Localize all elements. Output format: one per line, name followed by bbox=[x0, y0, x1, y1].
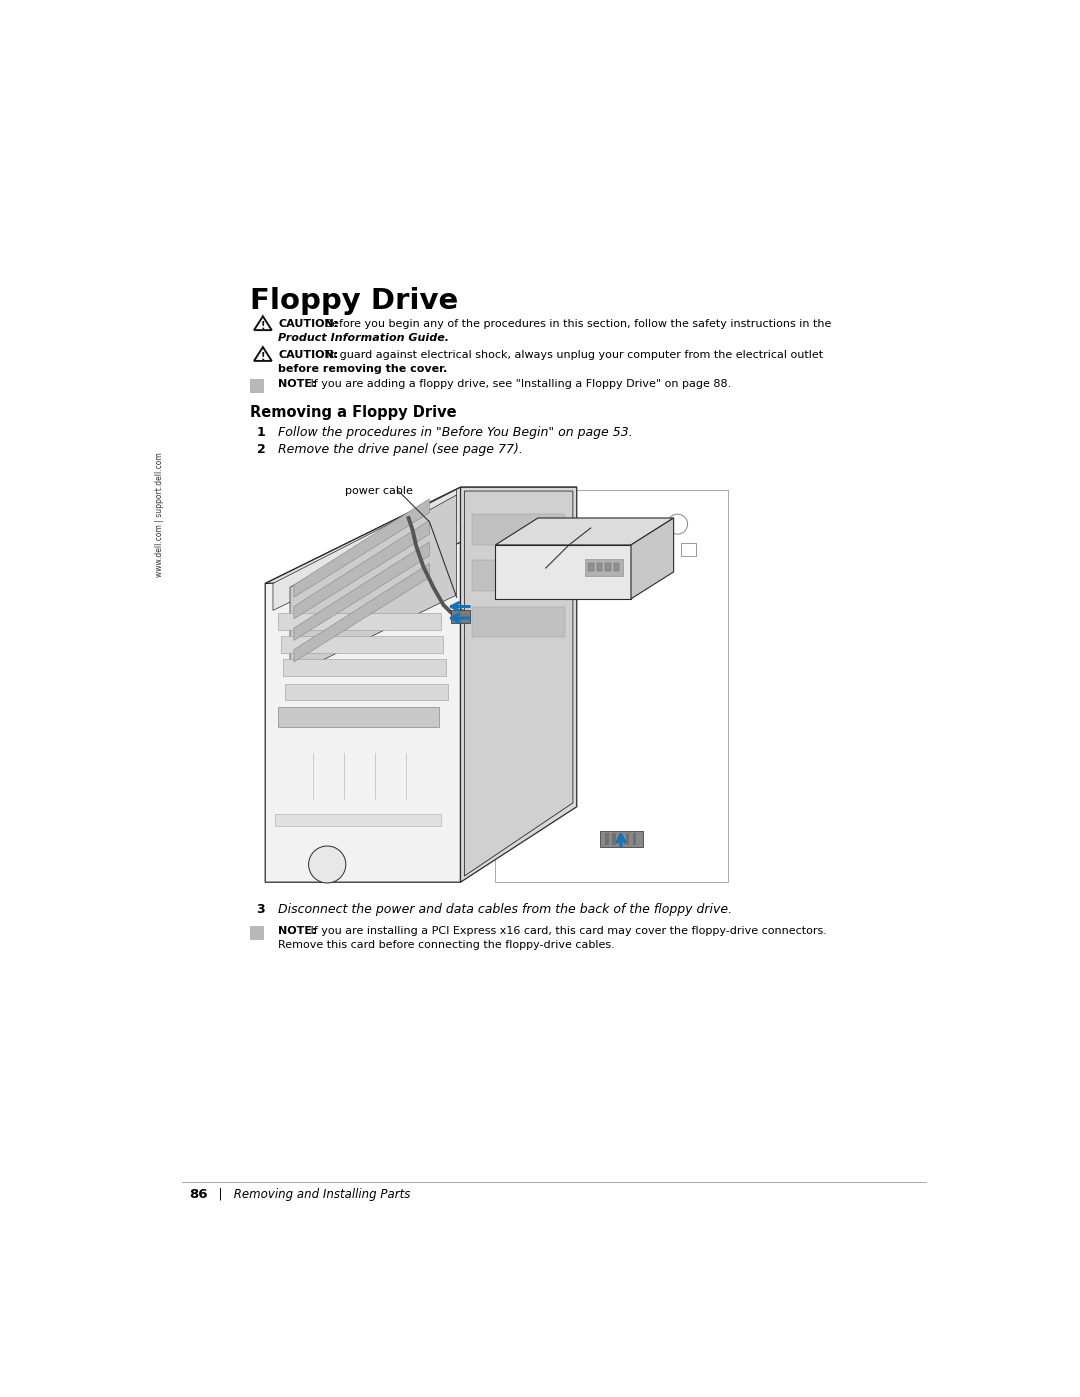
FancyBboxPatch shape bbox=[249, 926, 264, 940]
Text: If you are adding a floppy drive, see "Installing a Floppy Drive" on page 88.: If you are adding a floppy drive, see "I… bbox=[307, 380, 731, 390]
Polygon shape bbox=[266, 488, 460, 882]
Polygon shape bbox=[631, 518, 674, 599]
Polygon shape bbox=[496, 545, 631, 599]
Text: Product Information Guide.: Product Information Guide. bbox=[279, 334, 449, 344]
Text: Remove the drive panel (see page 77).: Remove the drive panel (see page 77). bbox=[279, 443, 523, 457]
Polygon shape bbox=[291, 495, 457, 676]
Polygon shape bbox=[589, 563, 594, 571]
Polygon shape bbox=[584, 559, 623, 576]
Polygon shape bbox=[472, 514, 565, 545]
Text: !: ! bbox=[260, 352, 265, 362]
Text: power cable: power cable bbox=[346, 486, 413, 496]
Text: CAUTION:: CAUTION: bbox=[279, 351, 339, 360]
Polygon shape bbox=[294, 542, 430, 640]
Polygon shape bbox=[283, 659, 446, 676]
Text: To guard against electrical shock, always unplug your computer from the electric: To guard against electrical shock, alway… bbox=[321, 351, 823, 360]
Text: data cable: data cable bbox=[592, 527, 651, 538]
Text: CAUTION:: CAUTION: bbox=[279, 320, 339, 330]
Polygon shape bbox=[472, 606, 565, 637]
Text: Removing a Floppy Drive: Removing a Floppy Drive bbox=[249, 405, 457, 420]
Polygon shape bbox=[273, 489, 457, 610]
Polygon shape bbox=[294, 563, 430, 662]
Polygon shape bbox=[600, 831, 643, 847]
Polygon shape bbox=[625, 833, 630, 845]
Text: |   Removing and Installing Parts: | Removing and Installing Parts bbox=[211, 1187, 410, 1201]
Polygon shape bbox=[597, 563, 603, 571]
Text: 86: 86 bbox=[189, 1187, 207, 1201]
Polygon shape bbox=[294, 520, 430, 619]
Polygon shape bbox=[451, 610, 470, 623]
Polygon shape bbox=[619, 833, 622, 845]
Polygon shape bbox=[464, 490, 572, 876]
FancyBboxPatch shape bbox=[249, 380, 264, 393]
Polygon shape bbox=[633, 833, 636, 845]
Text: Remove this card before connecting the floppy-drive cables.: Remove this card before connecting the f… bbox=[279, 940, 616, 950]
Text: Disconnect the power and data cables from the back of the floppy drive.: Disconnect the power and data cables fro… bbox=[279, 902, 732, 916]
Polygon shape bbox=[460, 488, 577, 882]
Text: Before you begin any of the procedures in this section, follow the safety instru: Before you begin any of the procedures i… bbox=[321, 320, 832, 330]
Text: Floppy Drive: Floppy Drive bbox=[249, 286, 458, 314]
Polygon shape bbox=[611, 833, 616, 845]
Text: Follow the procedures in "Before You Begin" on page 53.: Follow the procedures in "Before You Beg… bbox=[279, 426, 633, 440]
Text: NOTE:: NOTE: bbox=[279, 926, 316, 936]
Polygon shape bbox=[605, 833, 608, 845]
Text: 1: 1 bbox=[257, 426, 266, 440]
Text: 3: 3 bbox=[257, 902, 266, 916]
Polygon shape bbox=[274, 814, 441, 826]
Polygon shape bbox=[281, 636, 444, 652]
Text: before removing the cover.: before removing the cover. bbox=[279, 365, 447, 374]
Polygon shape bbox=[294, 499, 430, 598]
Polygon shape bbox=[472, 560, 565, 591]
Polygon shape bbox=[279, 613, 441, 630]
Polygon shape bbox=[285, 683, 448, 700]
Text: www.dell.com | support.dell.com: www.dell.com | support.dell.com bbox=[156, 451, 164, 577]
Polygon shape bbox=[279, 707, 438, 726]
Text: !: ! bbox=[260, 321, 265, 331]
Polygon shape bbox=[613, 563, 619, 571]
Polygon shape bbox=[266, 488, 577, 584]
Text: NOTE:: NOTE: bbox=[279, 380, 316, 390]
Polygon shape bbox=[606, 563, 611, 571]
Circle shape bbox=[309, 847, 346, 883]
Polygon shape bbox=[496, 518, 674, 545]
Text: 2: 2 bbox=[257, 443, 266, 457]
Text: If you are installing a PCI Express x16 card, this card may cover the floppy-dri: If you are installing a PCI Express x16 … bbox=[307, 926, 827, 936]
